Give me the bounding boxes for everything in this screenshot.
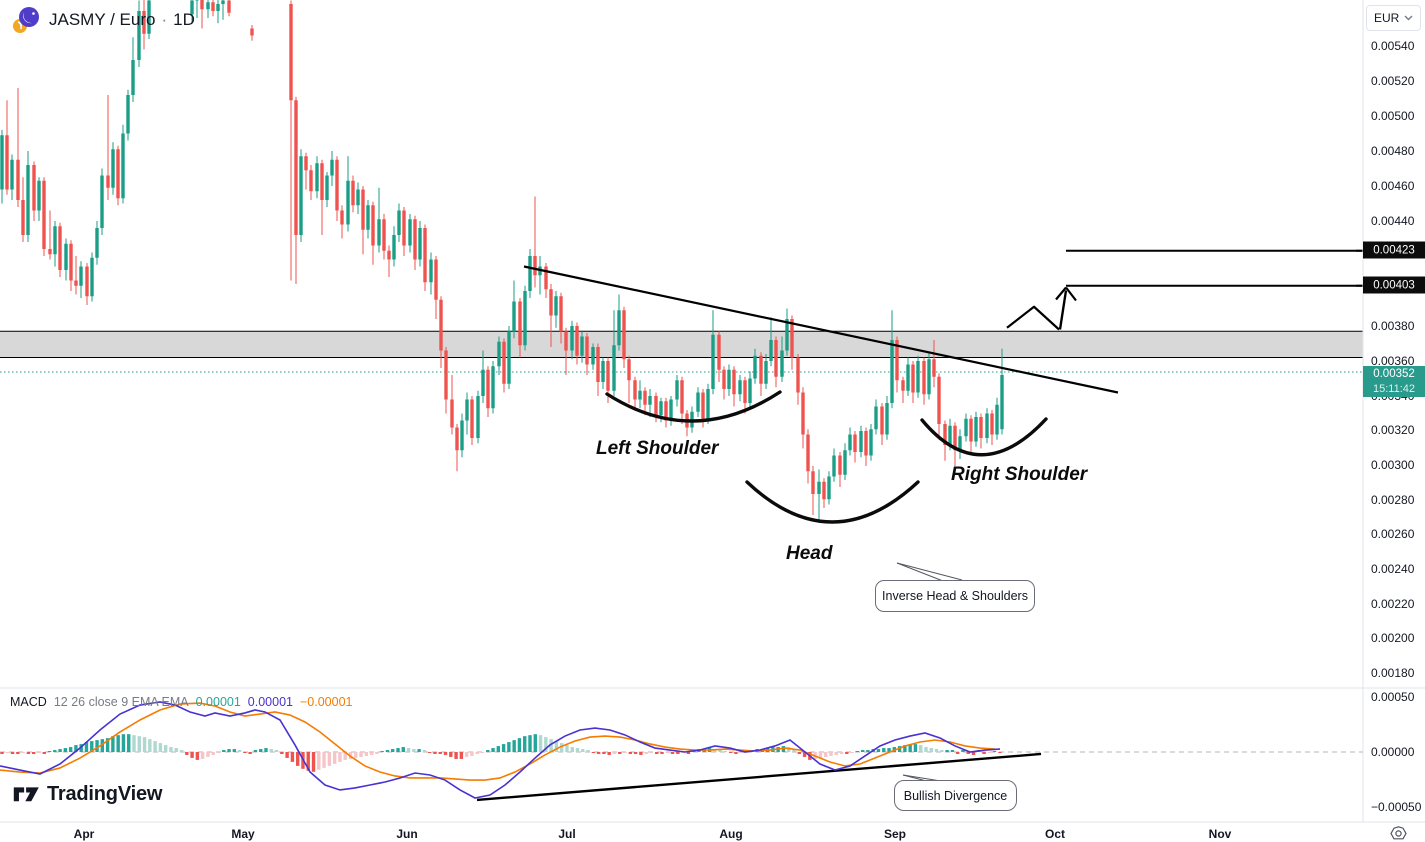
- target-rays: [1066, 249, 1364, 287]
- macd-title[interactable]: MACD: [10, 695, 47, 709]
- symbol-header: JASMY / Euro · 1D: [10, 5, 195, 35]
- jasmy-euro-coin-icon: [13, 7, 39, 33]
- symbol-name: JASMY / Euro: [49, 10, 156, 29]
- inverse-hs-text: Inverse Head & Shoulders: [882, 589, 1028, 603]
- macd-histogram: [0, 734, 1002, 772]
- macd-header: MACD 12 26 close 9 EMA EMA 0.00001 0.000…: [10, 695, 352, 709]
- separators: [0, 0, 1425, 823]
- support-zone: [0, 330, 1363, 358]
- pair-coin-icons: [10, 5, 40, 35]
- tradingview-logo-icon: [13, 787, 39, 802]
- time-settings-gear-icon[interactable]: [1390, 826, 1407, 841]
- tradingview-logo-text: TradingView: [47, 783, 163, 805]
- pattern-arcs: [605, 390, 1048, 524]
- candlesticks: [0, 0, 1004, 522]
- right-shoulder-label: Right Shoulder: [951, 464, 1088, 485]
- bullish-divergence-text: Bullish Divergence: [903, 788, 1008, 803]
- inverse-hs-callout[interactable]: Inverse Head & Shoulders: [875, 580, 1035, 612]
- timeframe-label[interactable]: 1D: [173, 10, 195, 29]
- breakout-projection-arrow: [1006, 286, 1077, 331]
- bullish-divergence-callout[interactable]: Bullish Divergence: [894, 780, 1017, 811]
- macd-line-value: 0.00001: [247, 695, 293, 709]
- macd-lines: [0, 701, 1001, 799]
- chevron-down-icon: [1404, 15, 1413, 21]
- currency-value: EUR: [1374, 11, 1400, 25]
- symbol-separator: ·: [161, 10, 168, 29]
- symbol-title[interactable]: JASMY / Euro · 1D: [49, 10, 195, 30]
- left-shoulder-label: Left Shoulder: [596, 438, 719, 459]
- macd-params: 12 26 close 9 EMA EMA: [53, 695, 189, 709]
- macd-signal-value: −0.00001: [299, 695, 353, 709]
- currency-dropdown[interactable]: EUR: [1366, 5, 1421, 31]
- descending-trendline: [523, 265, 1119, 394]
- macd-divergence-line: [476, 752, 1042, 802]
- macd-hist-value: 0.00001: [195, 695, 241, 709]
- head-label: Head: [786, 543, 833, 564]
- tradingview-logo[interactable]: TradingView: [13, 783, 162, 806]
